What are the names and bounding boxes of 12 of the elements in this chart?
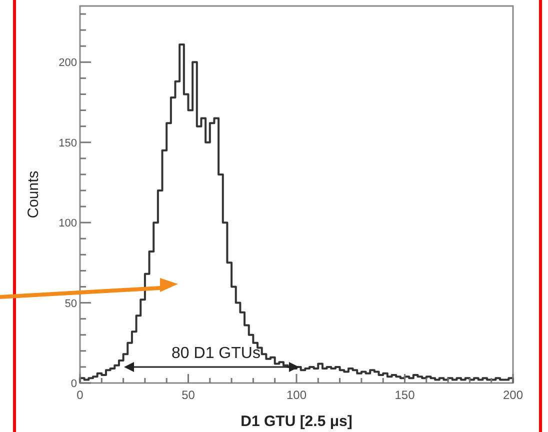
x-tick-label: 50 xyxy=(182,388,196,402)
x-tick-label: 100 xyxy=(286,388,307,402)
y-axis-title: Counts xyxy=(25,170,42,218)
y-tick-label: 150 xyxy=(58,137,77,150)
y-tick-label: 100 xyxy=(58,218,77,230)
x-axis-title: D1 GTU [2.5 μs] xyxy=(240,413,352,430)
y-tick-label: 200 xyxy=(58,57,77,70)
y-tick-label: 0 xyxy=(70,378,77,390)
x-tick-label: 150 xyxy=(394,388,416,402)
x-tick-label: 200 xyxy=(502,388,524,402)
annotation: 80 D1 GTUs xyxy=(172,345,260,362)
y-tick-label: 50 xyxy=(64,298,77,310)
